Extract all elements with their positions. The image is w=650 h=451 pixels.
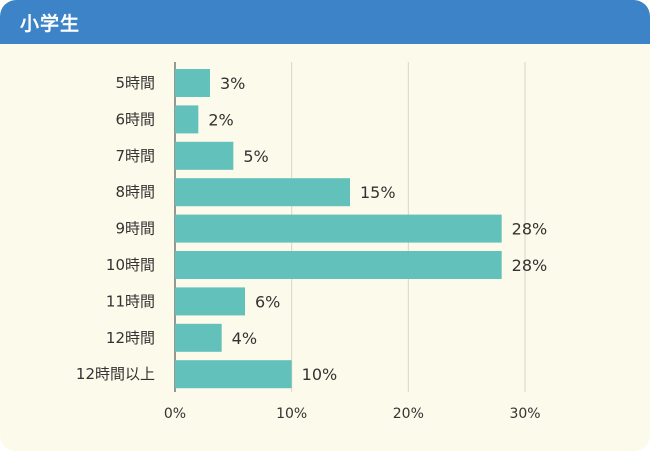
category-label: 8時間 bbox=[115, 183, 155, 201]
bar bbox=[175, 69, 210, 97]
value-label: 4% bbox=[232, 329, 257, 348]
bar bbox=[175, 105, 199, 134]
category-label: 5時間 bbox=[115, 74, 155, 92]
chart-header: 小学生 bbox=[0, 0, 650, 44]
x-tick-label: 10% bbox=[276, 406, 307, 422]
bar bbox=[175, 214, 502, 243]
value-label: 5% bbox=[243, 147, 268, 166]
bar bbox=[175, 178, 350, 207]
category-label: 12時間 bbox=[106, 329, 155, 347]
category-label: 10時間 bbox=[106, 256, 155, 274]
bar bbox=[175, 323, 222, 352]
category-label: 9時間 bbox=[115, 220, 155, 238]
value-label: 15% bbox=[360, 183, 396, 202]
chart-title: 小学生 bbox=[20, 13, 81, 35]
bar bbox=[175, 360, 292, 389]
category-label: 11時間 bbox=[106, 292, 155, 310]
value-label: 28% bbox=[512, 256, 548, 275]
value-label: 10% bbox=[302, 365, 338, 384]
value-label: 2% bbox=[208, 110, 233, 129]
value-label: 6% bbox=[255, 292, 280, 311]
x-tick-label: 20% bbox=[393, 406, 424, 422]
category-label: 12時間以上 bbox=[76, 365, 155, 383]
x-tick-label: 30% bbox=[509, 406, 540, 422]
bar bbox=[175, 287, 245, 316]
category-label: 6時間 bbox=[115, 110, 155, 128]
value-label: 3% bbox=[220, 74, 245, 93]
value-label: 28% bbox=[512, 220, 548, 239]
bar bbox=[175, 251, 502, 279]
category-label: 7時間 bbox=[115, 147, 155, 165]
x-tick-label: 0% bbox=[164, 406, 186, 422]
bar bbox=[175, 141, 234, 170]
